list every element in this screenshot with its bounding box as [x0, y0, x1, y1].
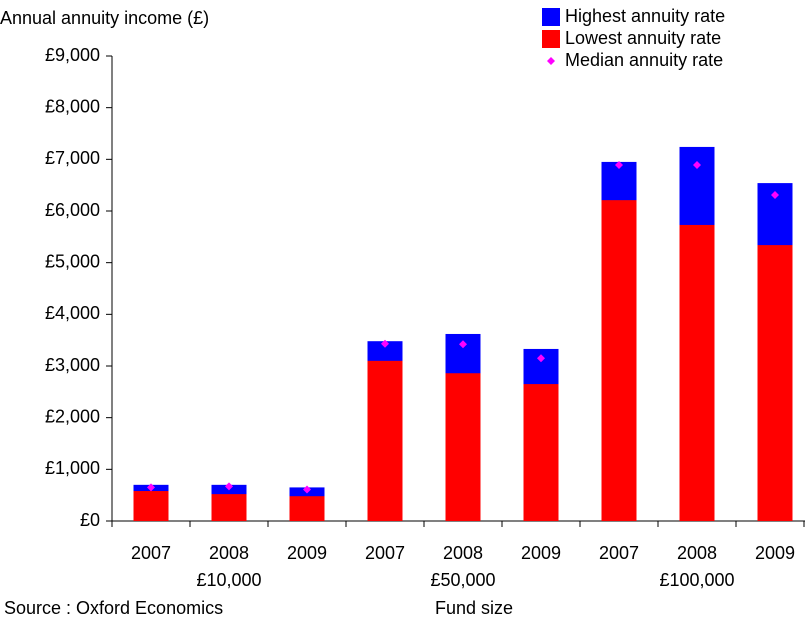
y-tick-label: £6,000 — [45, 200, 100, 220]
bar — [601, 200, 637, 521]
x-tick-label: 2007 — [365, 543, 405, 563]
x-tick-label: 2008 — [443, 543, 483, 563]
y-tick-label: £3,000 — [45, 355, 100, 375]
x-axis-title: Fund size — [435, 598, 513, 618]
y-tick-label: £8,000 — [45, 96, 100, 116]
legend-swatch — [547, 57, 555, 65]
median-marker — [147, 483, 155, 492]
x-tick-label: 2009 — [521, 543, 561, 563]
group-label: £50,000 — [430, 570, 495, 590]
median-marker — [459, 340, 467, 349]
y-axis-title: Annual annuity income (£) — [0, 8, 209, 28]
median-marker — [771, 190, 779, 199]
bar — [523, 384, 559, 521]
y-tick-label: £5,000 — [45, 251, 100, 271]
legend-label: Lowest annuity rate — [565, 28, 721, 48]
legend-swatch — [542, 8, 560, 26]
y-tick-label: £1,000 — [45, 458, 100, 478]
x-tick-label: 2007 — [599, 543, 639, 563]
median-marker — [693, 161, 701, 170]
y-tick-label: £2,000 — [45, 406, 100, 426]
bar — [289, 496, 325, 521]
median-marker — [381, 339, 389, 348]
y-tick-label: £9,000 — [45, 45, 100, 65]
median-marker — [303, 485, 311, 494]
median-marker — [615, 161, 623, 170]
bar — [133, 491, 169, 521]
median-marker — [537, 354, 545, 363]
source-note: Source : Oxford Economics — [4, 598, 223, 618]
bar — [757, 245, 793, 521]
x-tick-label: 2008 — [209, 543, 249, 563]
median-marker — [225, 482, 233, 491]
y-tick-label: £7,000 — [45, 148, 100, 168]
y-tick-label: £0 — [80, 510, 100, 530]
bar — [679, 224, 715, 521]
bar — [445, 373, 481, 521]
x-tick-label: 2008 — [677, 543, 717, 563]
bar — [211, 494, 247, 521]
group-label: £10,000 — [196, 570, 261, 590]
x-tick-label: 2009 — [755, 543, 795, 563]
bar — [367, 360, 403, 521]
group-label: £100,000 — [659, 570, 734, 590]
y-tick-label: £4,000 — [45, 303, 100, 323]
legend-label: Highest annuity rate — [565, 6, 725, 26]
legend-label: Median annuity rate — [565, 50, 723, 70]
x-tick-label: 2007 — [131, 543, 171, 563]
x-tick-label: 2009 — [287, 543, 327, 563]
legend-swatch — [542, 30, 560, 48]
